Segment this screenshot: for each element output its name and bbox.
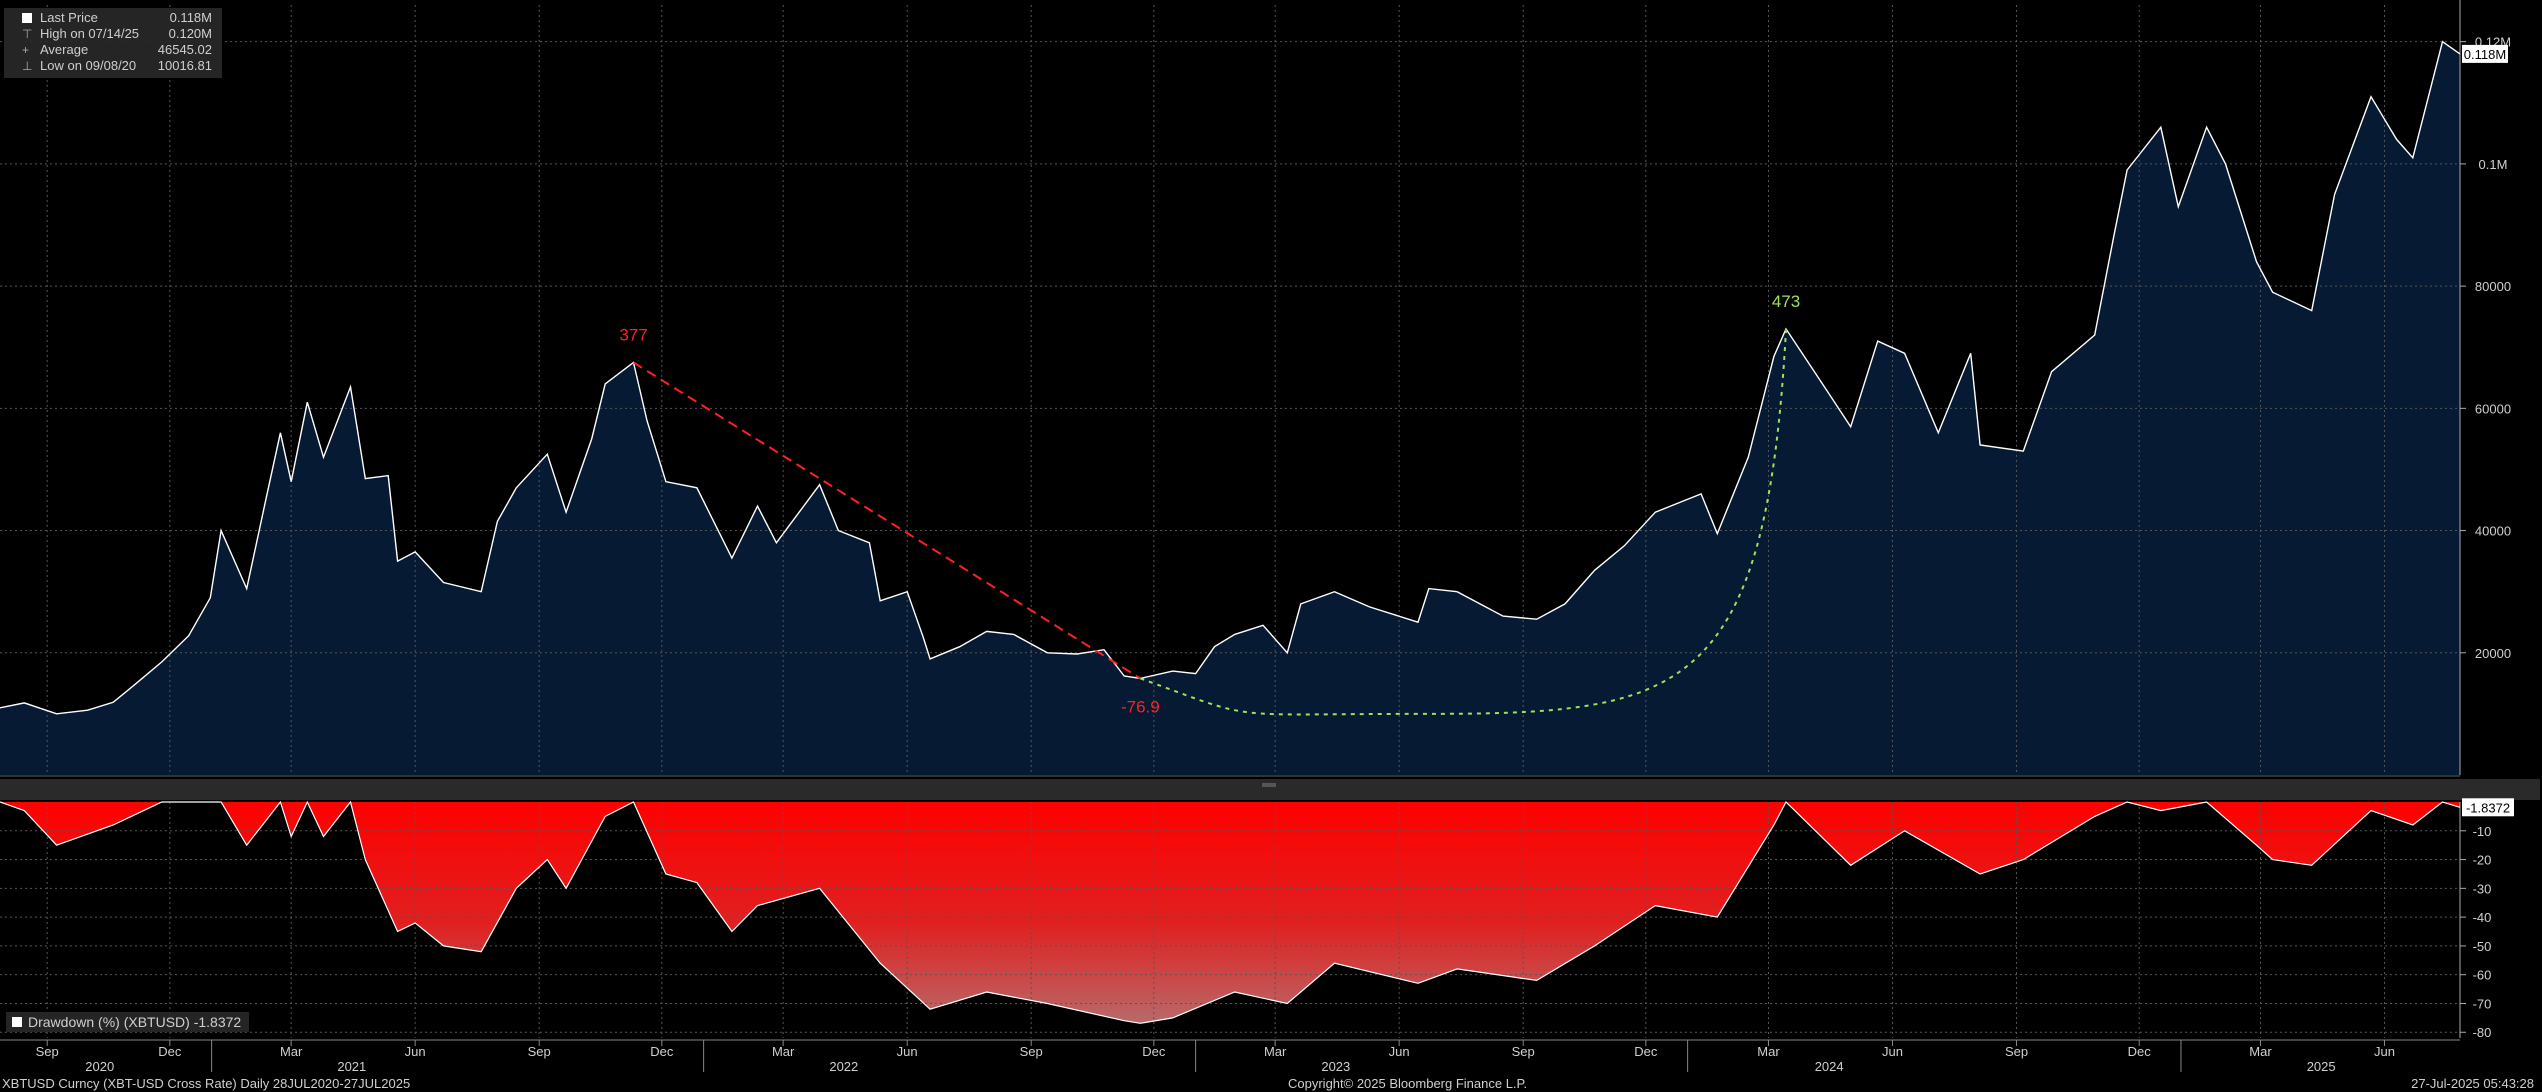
recovery-arc xyxy=(1140,328,1788,716)
y-tick-label: -50 xyxy=(2473,939,2492,954)
annotation-label: 473 xyxy=(1772,292,1800,311)
last-drawdown-tag xyxy=(2462,798,2514,817)
y-tick-label: 40000 xyxy=(2475,524,2511,539)
y-tick-label: -10 xyxy=(2473,824,2492,839)
x-tick-label-month: Mar xyxy=(280,1044,303,1059)
footer-copyright: Copyright© 2025 Bloomberg Finance L.P. xyxy=(1288,1076,1528,1091)
x-tick-label-month: Jun xyxy=(405,1044,426,1059)
x-tick-label-year: 2025 xyxy=(2307,1059,2336,1074)
y-tick-label: -60 xyxy=(2473,968,2492,983)
series-line-drawdown xyxy=(0,800,2461,1024)
legend-row-average: + Average 46545.02 xyxy=(22,42,212,57)
x-tick-label-year: 2022 xyxy=(829,1059,858,1074)
x-tick-label-month: Mar xyxy=(1264,1044,1287,1059)
drawdown-legend: Drawdown (%) (XBTUSD) -1.8372 xyxy=(6,1012,250,1032)
x-tick-label-month: Mar xyxy=(1757,1044,1780,1059)
x-tick-label-month: Dec xyxy=(1142,1044,1166,1059)
y-tick-label: -30 xyxy=(2473,881,2492,896)
y-tick-label: -80 xyxy=(2473,1025,2492,1040)
series-line-last-price xyxy=(0,40,2461,715)
x-tick-label-month: Sep xyxy=(1020,1044,1043,1059)
footer-timestamp: 27-Jul-2025 05:43:28 xyxy=(2411,1076,2534,1091)
drawdown-trend-line xyxy=(633,361,1141,680)
x-tick-label-month: Sep xyxy=(2005,1044,2028,1059)
panel-resize-handle xyxy=(1262,783,1276,787)
x-tick-label-month: Mar xyxy=(772,1044,795,1059)
x-tick-label-month: Dec xyxy=(1634,1044,1658,1059)
x-tick-label-month: Dec xyxy=(650,1044,674,1059)
drawdown-area xyxy=(0,802,2460,1024)
annotation-label: 377 xyxy=(619,326,647,345)
x-tick-label-month: Sep xyxy=(36,1044,59,1059)
x-tick-label-month: Dec xyxy=(158,1044,182,1059)
x-tick-label-month: Sep xyxy=(528,1044,551,1059)
legend-row-high: ⊤ High on 07/14/25 0.120M xyxy=(22,26,212,41)
x-tick-label-month: Sep xyxy=(1512,1044,1535,1059)
x-tick-label-year: 2023 xyxy=(1321,1059,1350,1074)
x-tick-label-month: Jun xyxy=(2374,1044,2395,1059)
x-tick-label-month: Dec xyxy=(2128,1044,2152,1059)
y-tick-label: -40 xyxy=(2473,910,2492,925)
last-drawdown-tag-label: -1.8372 xyxy=(2466,800,2510,815)
y-tick-label: 0.1M xyxy=(2479,157,2508,172)
legend-row-last-price: Last Price 0.118M xyxy=(8,10,218,26)
panel-divider xyxy=(0,779,2540,800)
low-marker-icon: ⊥ xyxy=(22,59,33,73)
legend-row-low: ⊥ Low on 09/08/20 10016.81 xyxy=(22,58,212,73)
price-legend: Last Price 0.118M ⊤ High on 07/14/25 0.120M… xyxy=(4,8,222,78)
annotation-label: -76.9 xyxy=(1121,697,1160,716)
y-tick-label: -20 xyxy=(2473,853,2492,868)
price-area xyxy=(0,41,2460,775)
last-price-tag-label: 0.118M xyxy=(2464,47,2506,62)
y-tick-label: 20000 xyxy=(2475,646,2511,661)
x-tick-label-month: Jun xyxy=(897,1044,918,1059)
x-tick-label-month: Jun xyxy=(1389,1044,1410,1059)
y-tick-label: 60000 xyxy=(2475,401,2511,416)
legend-swatch xyxy=(22,13,32,23)
last-price-tag xyxy=(2462,44,2508,63)
x-tick-label-month: Mar xyxy=(2249,1044,2272,1059)
y-tick-label: 80000 xyxy=(2475,279,2511,294)
average-marker-icon: + xyxy=(22,43,30,57)
footer-security: XBTUSD Curncy (XBT-USD Cross Rate) Daily… xyxy=(2,1076,411,1091)
x-tick-label-year: 2024 xyxy=(1815,1059,1844,1074)
high-marker-icon: ⊤ xyxy=(22,27,33,41)
x-tick-label-month: Jun xyxy=(1882,1044,1903,1059)
x-tick-label-year: 2020 xyxy=(85,1059,114,1074)
x-tick-label-year: 2021 xyxy=(337,1059,366,1074)
y-tick-label: -70 xyxy=(2473,996,2492,1011)
legend-swatch xyxy=(12,1017,22,1027)
